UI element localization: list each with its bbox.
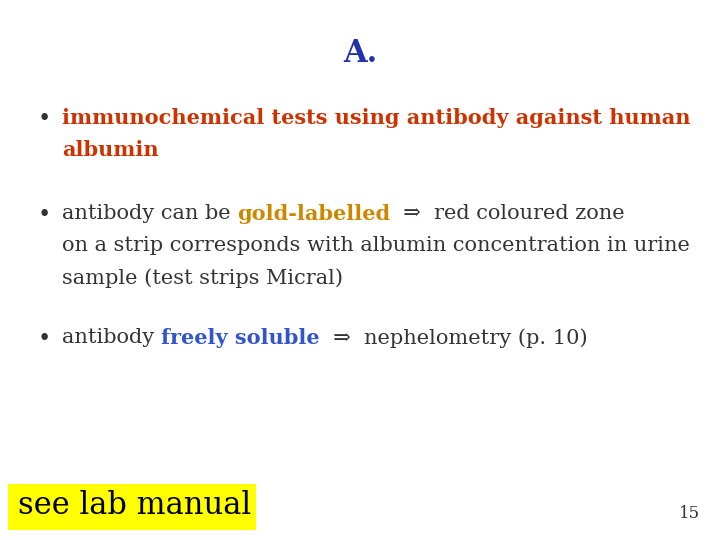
Text: on a strip corresponds with albumin concentration in urine: on a strip corresponds with albumin conc… <box>62 236 690 255</box>
Text: •: • <box>38 204 51 226</box>
Text: freely soluble: freely soluble <box>161 328 320 348</box>
Text: •: • <box>38 108 51 130</box>
Text: sample (test strips Micral): sample (test strips Micral) <box>62 268 343 288</box>
Text: antibody can be: antibody can be <box>62 204 238 223</box>
Text: ⇒  red coloured zone: ⇒ red coloured zone <box>390 204 625 223</box>
Text: ⇒  nephelometry (p. 10): ⇒ nephelometry (p. 10) <box>320 328 587 348</box>
Text: 15: 15 <box>679 505 700 522</box>
Text: gold-labelled: gold-labelled <box>238 204 390 224</box>
Text: antibody: antibody <box>62 328 161 347</box>
Text: albumin: albumin <box>62 140 158 160</box>
FancyBboxPatch shape <box>8 484 256 530</box>
Text: A.: A. <box>343 38 377 69</box>
Text: immunochemical tests using antibody against human: immunochemical tests using antibody agai… <box>62 108 690 128</box>
Text: see lab manual: see lab manual <box>18 490 251 521</box>
Text: •: • <box>38 328 51 350</box>
